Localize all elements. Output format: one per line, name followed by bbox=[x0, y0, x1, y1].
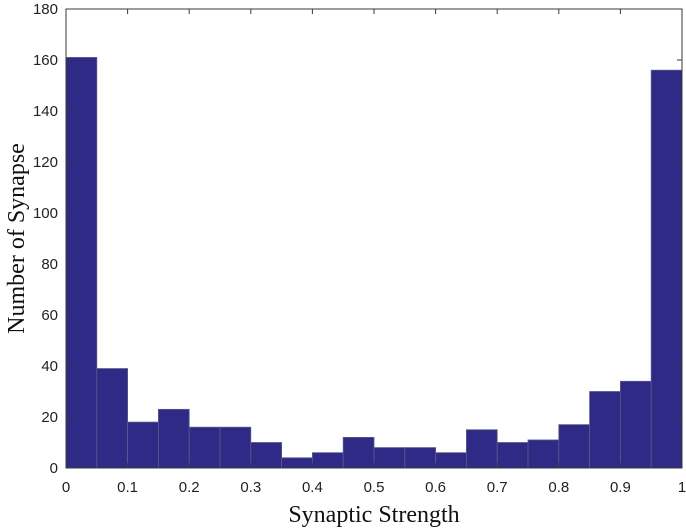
x-tick-label: 0.7 bbox=[487, 479, 508, 496]
y-tick-label: 120 bbox=[33, 154, 58, 171]
y-tick-label: 100 bbox=[33, 205, 58, 222]
histogram-bar bbox=[620, 380, 652, 469]
histogram-bar bbox=[558, 424, 590, 469]
y-tick-label: 20 bbox=[41, 409, 58, 426]
x-tick-label: 0.6 bbox=[425, 479, 446, 496]
y-tick-label: 60 bbox=[41, 307, 58, 324]
x-tick-label: 1 bbox=[678, 479, 686, 496]
histogram-bar bbox=[404, 447, 436, 469]
y-tick-label: 160 bbox=[33, 52, 58, 69]
x-tick-label: 0 bbox=[62, 479, 70, 496]
histogram-bar bbox=[127, 421, 159, 469]
y-axis-label: Number of Synapse bbox=[4, 143, 30, 334]
histogram-bar bbox=[188, 426, 221, 469]
histogram-bar bbox=[342, 436, 375, 469]
histogram-bar bbox=[96, 368, 129, 469]
y-axis: 0 20 40 60 80 100 120 140 160 180 bbox=[33, 1, 682, 477]
y-tick-label: 180 bbox=[33, 1, 58, 18]
bars-group bbox=[65, 57, 683, 469]
x-tick-label: 0.3 bbox=[240, 479, 261, 496]
histogram-bar bbox=[281, 457, 313, 469]
histogram-bar bbox=[157, 408, 190, 469]
histogram-bar bbox=[219, 426, 252, 469]
histogram-bar bbox=[496, 442, 529, 469]
x-tick-label: 0.1 bbox=[117, 479, 138, 496]
y-tick-label: 0 bbox=[50, 460, 58, 477]
histogram-bar bbox=[250, 442, 283, 469]
x-tick-label: 0.9 bbox=[610, 479, 631, 496]
y-tick-label: 80 bbox=[41, 256, 58, 273]
x-axis: 0 0.1 0.2 0.3 0.4 0.5 0.6 0.7 0.8 0.9 1 bbox=[62, 9, 686, 496]
histogram-bar bbox=[465, 429, 498, 469]
x-axis-label: Synaptic Strength bbox=[288, 502, 459, 528]
histogram-bar bbox=[527, 439, 560, 469]
x-tick-label: 0.2 bbox=[179, 479, 200, 496]
histogram-bar bbox=[589, 391, 621, 469]
histogram-bar bbox=[311, 452, 344, 469]
y-tick-label: 40 bbox=[41, 358, 58, 375]
histogram-bar bbox=[650, 69, 683, 469]
histogram-bar bbox=[65, 57, 98, 469]
x-tick-label: 0.4 bbox=[302, 479, 323, 496]
x-tick-label: 0.5 bbox=[364, 479, 385, 496]
histogram-bar bbox=[373, 447, 406, 469]
x-tick-label: 0.8 bbox=[548, 479, 569, 496]
y-tick-label: 140 bbox=[33, 103, 58, 120]
histogram-bar bbox=[435, 452, 467, 469]
